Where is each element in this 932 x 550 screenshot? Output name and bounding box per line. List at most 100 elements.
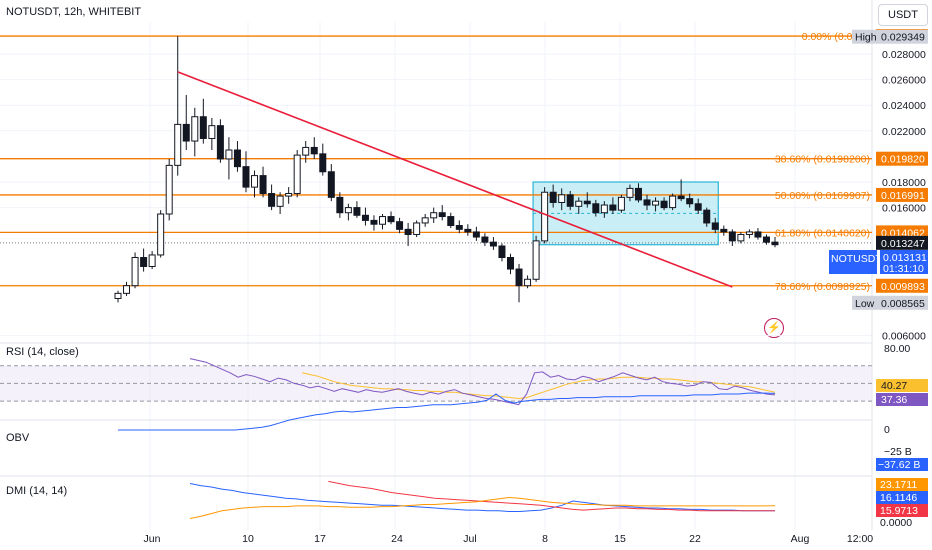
candle	[396, 217, 404, 234]
candle	[140, 248, 148, 272]
candle	[302, 141, 310, 163]
time-tick-label: 12:00	[847, 533, 873, 545]
candle	[566, 190, 574, 211]
time-tick-label: Jul	[463, 533, 476, 545]
price-tag: 0.008565	[881, 298, 925, 310]
tag-bg	[852, 295, 876, 310]
rsi-axis: 80.00 40.27 37.36	[876, 343, 928, 406]
price-tag: 0.009893	[881, 281, 925, 293]
candle	[361, 207, 369, 226]
candle	[438, 205, 446, 221]
price-tick-label: 0.022000	[882, 126, 926, 138]
rsi-ma-line	[302, 372, 776, 400]
candle	[583, 192, 591, 208]
candle-body	[310, 146, 318, 155]
candle	[464, 224, 472, 236]
candle	[233, 141, 241, 172]
candle-body	[745, 231, 753, 235]
candle-body	[660, 200, 668, 209]
lightning-circle-icon[interactable]: ⚡	[764, 318, 784, 338]
price-tick-label: 0.006000	[882, 331, 926, 343]
candle	[379, 214, 387, 230]
candle	[336, 192, 344, 218]
candle	[199, 98, 207, 144]
candle	[430, 207, 438, 223]
candle-body	[634, 187, 642, 201]
candle	[182, 94, 190, 150]
candle	[694, 198, 702, 214]
candle-body	[242, 166, 250, 188]
candle-body	[617, 196, 625, 211]
candle-body	[174, 123, 182, 166]
candle-body	[737, 233, 745, 242]
candle-body	[268, 193, 276, 207]
candle	[208, 118, 216, 150]
currency-button[interactable]: USDT	[878, 4, 928, 26]
candle-body	[566, 194, 574, 207]
candle	[515, 263, 523, 303]
tag-label: High	[855, 32, 877, 44]
candle-body	[515, 268, 523, 287]
candle-body	[327, 171, 335, 198]
candle-body	[387, 216, 395, 223]
candle-body	[199, 116, 207, 139]
tag-bg	[852, 29, 876, 44]
candle	[123, 281, 131, 296]
candle	[370, 215, 378, 231]
candle	[131, 252, 139, 289]
price-tick-label: 0.028000	[882, 49, 926, 61]
candle	[165, 158, 173, 221]
time-tick-label: Jun	[144, 533, 161, 545]
candle	[771, 237, 779, 248]
candle-body	[123, 285, 131, 294]
time-tick-label: 8	[542, 533, 548, 545]
price-tag: 0.013247	[881, 238, 925, 250]
di-plus-value: 16.1146	[880, 492, 917, 504]
candle	[532, 235, 540, 282]
candle	[643, 194, 651, 211]
time-tick-label: 10	[242, 533, 254, 545]
candle	[285, 187, 293, 204]
candle-body	[191, 116, 199, 142]
dmi-axis: 23.1711 16.1146 15.9713 0.0000	[876, 478, 928, 529]
trendline	[177, 71, 733, 288]
candle-body	[686, 198, 694, 205]
candle-body	[754, 231, 762, 238]
candle-body	[251, 175, 259, 188]
candle-body	[165, 164, 173, 215]
candle	[575, 197, 583, 214]
price-tag: 0.019820	[881, 154, 925, 166]
candle-body	[413, 222, 421, 235]
adx-value: 23.1711	[880, 479, 917, 491]
tag-label: Low	[855, 298, 875, 310]
fib-label: 61.80% (0.0140620)	[775, 227, 870, 239]
candle	[677, 179, 685, 202]
candle-body	[558, 194, 566, 203]
candle	[506, 253, 514, 275]
candle	[728, 229, 736, 246]
candle-body	[600, 204, 608, 214]
obv-axis-neg: −25 B	[884, 446, 912, 458]
candle	[686, 193, 694, 208]
candle-body	[319, 153, 327, 173]
tag-bg	[876, 29, 928, 44]
candle	[148, 251, 156, 270]
rsi-line	[189, 358, 776, 406]
candle	[157, 210, 165, 258]
fib-label: 50.00% (0.0169907)	[775, 190, 870, 202]
last-price-value: 0.013131	[883, 252, 927, 264]
candle	[498, 243, 506, 262]
candle-body	[114, 292, 122, 299]
candle	[268, 184, 276, 211]
candle-body	[694, 203, 702, 211]
candle-body	[506, 257, 514, 270]
candle	[541, 187, 549, 244]
tag-bg	[876, 187, 928, 202]
candle	[626, 184, 634, 202]
candle	[353, 201, 361, 218]
last-price-countdown: 01:31:10	[883, 263, 924, 275]
last-price-box: NOTUSDT 0.013131 01:31:10	[829, 250, 928, 275]
candle-body	[285, 193, 293, 197]
